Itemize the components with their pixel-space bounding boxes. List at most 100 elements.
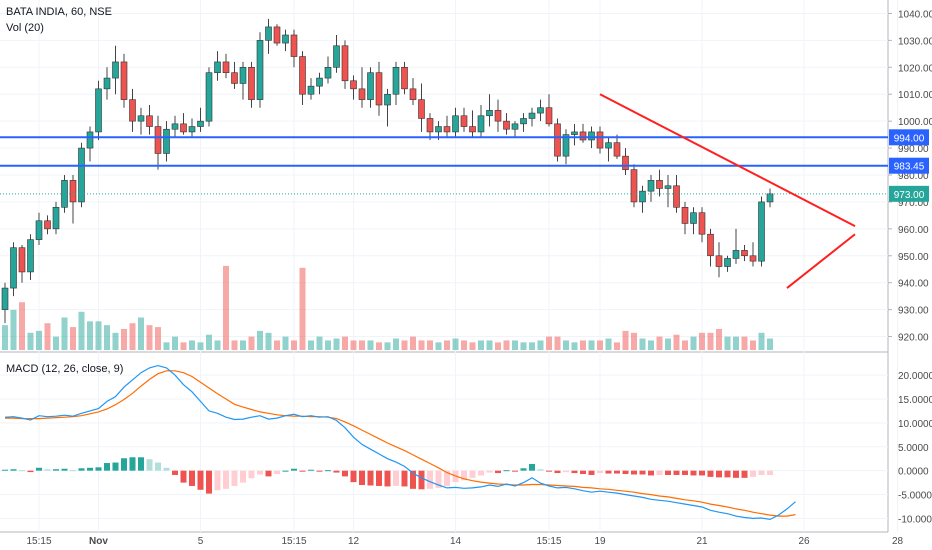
macd-histogram-bar — [639, 470, 646, 475]
volume-bar — [401, 340, 408, 350]
price-tick-label: 1010.00 — [898, 90, 932, 101]
volume-bar — [155, 327, 161, 350]
macd-histogram-bar — [138, 457, 144, 471]
candle-body — [426, 118, 434, 133]
macd-histogram-bar — [546, 470, 552, 472]
candle-body — [647, 180, 655, 192]
candle-body — [409, 88, 417, 100]
time-tick-label: 12 — [348, 536, 360, 547]
time-tick-label: 15:15 — [536, 536, 561, 547]
price-line-tag — [889, 129, 929, 146]
volume-bar — [10, 309, 17, 350]
candle-body — [588, 131, 595, 141]
grid-lines — [0, 0, 898, 533]
candle-body — [35, 220, 43, 240]
macd-histogram-bar — [750, 470, 756, 477]
candle-body — [664, 185, 672, 189]
volume-bar — [529, 342, 535, 350]
price-tick-label: 990.00 — [898, 144, 929, 155]
candle-body — [78, 147, 85, 203]
macd-histogram-bar — [240, 470, 246, 483]
volume-bar — [27, 332, 34, 350]
volume-bar — [427, 340, 433, 350]
price-candles — [1, 18, 774, 324]
macd-histogram-bar — [180, 470, 187, 483]
trendline — [599, 93, 856, 228]
volume-bar — [605, 338, 612, 350]
candle-body — [486, 110, 493, 117]
volume-bar — [588, 340, 595, 350]
macd-histogram-bar — [393, 470, 399, 486]
candle-body — [418, 99, 425, 119]
volume-bar — [690, 336, 697, 350]
volume-bar — [2, 325, 8, 350]
macd-histogram-bar — [197, 470, 204, 490]
candle-body — [44, 220, 51, 230]
volume-bar — [537, 340, 544, 350]
candle-body — [749, 255, 757, 262]
volume-bar — [223, 265, 229, 350]
candle-body — [707, 233, 714, 257]
price-tick-label: 940.00 — [898, 279, 929, 290]
candle-body — [239, 67, 247, 84]
macd-histogram-bar — [699, 470, 705, 476]
drawing-overlays[interactable] — [0, 93, 888, 289]
macd-histogram-bar — [758, 470, 765, 475]
macd-histogram-bar — [112, 462, 119, 471]
volume-bar — [121, 328, 127, 350]
volume-bar — [682, 340, 688, 350]
macd-histogram-bar — [733, 470, 739, 478]
macd-histogram-bar — [53, 469, 59, 471]
volume-bar — [95, 321, 102, 350]
volume-bar — [580, 340, 586, 350]
candle-body — [282, 34, 289, 44]
candle-body — [307, 85, 315, 95]
macd-histogram-bar — [146, 459, 153, 471]
candle-body — [188, 126, 196, 133]
volume-bar — [512, 340, 518, 350]
volume-bar — [180, 342, 187, 350]
volume-bar — [206, 334, 212, 350]
candle-body — [392, 67, 400, 95]
volume-bar — [359, 340, 365, 350]
macd-histogram-bar — [537, 469, 544, 471]
volume-bar — [631, 332, 637, 350]
macd-histogram-bar — [665, 470, 671, 475]
time-tick-label: Nov — [89, 536, 108, 547]
macd-histogram-bar — [690, 470, 697, 476]
candle-body — [120, 61, 128, 100]
volume-bar — [478, 340, 484, 350]
time-tick-label: 19 — [594, 536, 606, 547]
volume-bar — [87, 321, 93, 350]
macd-histogram-bar — [520, 468, 527, 471]
candle-body — [205, 72, 213, 122]
price-tick-label: 960.00 — [898, 225, 929, 236]
macd-histogram-bar — [172, 470, 178, 475]
candle-body — [112, 61, 119, 79]
price-axis: 920.00 930.00 940.00 950.00 960.00 970.00 980.… — [888, 9, 932, 525]
macd-histogram-bar — [767, 470, 773, 475]
macd-histogram-bar — [401, 470, 408, 487]
macd-histogram-bar — [325, 470, 331, 472]
volume-bar — [172, 336, 178, 350]
volume-bar — [520, 342, 527, 350]
volume-bar — [197, 342, 204, 350]
macd-histogram-bar — [350, 470, 357, 483]
candle-body — [435, 126, 442, 133]
macd-tick-label: -10.0000 — [898, 514, 932, 525]
macd-tick-label: 5.0000 — [898, 443, 929, 454]
time-tick-label: 28 — [892, 536, 904, 547]
candle-body — [299, 56, 306, 95]
volume-bar — [19, 302, 25, 350]
volume-bar — [248, 336, 255, 350]
volume-bar — [699, 332, 705, 350]
volume-bar — [648, 340, 654, 350]
candle-body — [401, 67, 408, 90]
candle-body — [622, 155, 629, 170]
candle-body — [384, 93, 391, 106]
candle-body — [341, 45, 349, 82]
time-tick-label: 21 — [696, 536, 708, 547]
macd-histogram-bar — [206, 470, 212, 494]
last-price-tag-label: 973.00 — [894, 190, 925, 201]
